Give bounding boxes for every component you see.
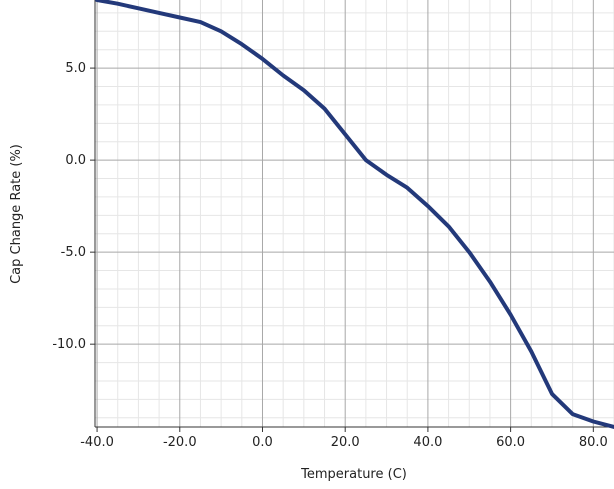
major-grid xyxy=(95,0,614,427)
minor-grid xyxy=(95,0,614,427)
series-layer xyxy=(95,0,614,429)
y-axis-title: Cap Change Rate (%) xyxy=(9,144,24,284)
series-line xyxy=(95,0,614,429)
x-tick-label: 0.0 xyxy=(252,435,273,450)
y-axis-ticks: 5.0 0.0 -5.0 -10.0 xyxy=(52,61,95,352)
x-tick-label: 40.0 xyxy=(413,435,442,450)
x-tick-label: 20.0 xyxy=(331,435,360,450)
x-tick-label: -20.0 xyxy=(163,435,197,450)
x-axis-ticks: -40.0 -20.0 0.0 20.0 40.0 60.0 80.0 xyxy=(80,427,608,450)
x-tick-label: 80.0 xyxy=(579,435,608,450)
y-tick-label: 0.0 xyxy=(65,153,86,168)
x-axis-title: Temperature (C) xyxy=(300,467,407,482)
y-tick-label: -5.0 xyxy=(61,245,86,260)
x-tick-label: 60.0 xyxy=(496,435,525,450)
y-tick-label: -10.0 xyxy=(52,337,86,352)
y-tick-label: 5.0 xyxy=(65,61,86,76)
x-tick-label: -40.0 xyxy=(80,435,114,450)
